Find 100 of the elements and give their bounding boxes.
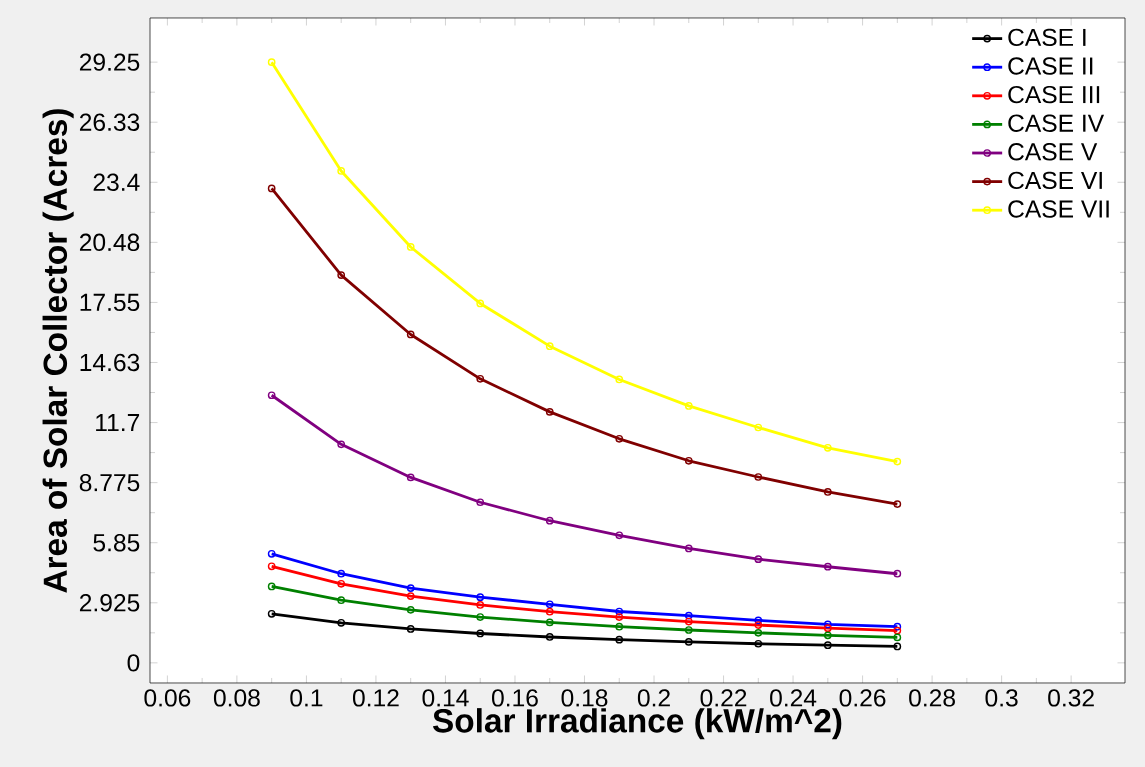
point <box>476 629 485 638</box>
y-tick-label: 8.775 <box>79 473 140 492</box>
point <box>476 593 485 602</box>
y-tick-label: 14.63 <box>80 353 140 372</box>
point <box>267 391 276 400</box>
point <box>476 498 485 507</box>
point <box>893 633 902 642</box>
point <box>545 342 554 351</box>
y-tick-label: 20.48 <box>79 233 140 252</box>
point <box>823 562 832 571</box>
point <box>893 642 902 651</box>
point <box>337 440 346 449</box>
point <box>615 613 624 621</box>
x-tick-label: 0.06 <box>144 689 191 707</box>
point <box>893 569 902 578</box>
y-tick-label: 0 <box>127 654 140 672</box>
legend-label: CASE IV <box>1008 114 1105 132</box>
point <box>615 622 624 631</box>
point <box>684 626 693 634</box>
x-tick-label: 0.08 <box>213 689 260 707</box>
y-tick-label: 17.55 <box>80 293 140 312</box>
point <box>684 456 693 465</box>
x-tick-label: 0.18 <box>561 689 608 707</box>
point <box>615 607 624 616</box>
legend-label: CASE V <box>1008 143 1098 161</box>
point <box>754 616 763 625</box>
point <box>545 408 554 416</box>
point <box>406 584 415 592</box>
point <box>754 473 763 481</box>
point <box>754 629 763 637</box>
point <box>545 618 554 627</box>
y-tick-label: 23.4 <box>93 173 140 191</box>
point <box>406 625 415 633</box>
point <box>684 544 693 553</box>
point <box>545 516 554 525</box>
x-tick-label: 0.12 <box>352 689 399 707</box>
x-tick-label: 0.14 <box>422 689 469 707</box>
point <box>823 443 832 452</box>
point <box>754 555 763 564</box>
x-tick-label: 0.1 <box>290 689 323 707</box>
point <box>267 549 276 558</box>
point <box>267 58 276 67</box>
point <box>893 626 902 635</box>
y-axis-title: Area of Solar Collector (Acres) <box>42 109 74 593</box>
point <box>267 582 276 591</box>
point <box>545 633 554 641</box>
point <box>406 330 415 339</box>
point <box>337 167 346 175</box>
point <box>754 621 763 629</box>
legend-label: CASE VII <box>1008 200 1109 218</box>
point <box>823 631 832 640</box>
point <box>823 488 832 496</box>
legend-label: CASE III <box>1008 85 1100 104</box>
point <box>615 635 624 644</box>
x-tick-label: 0.2 <box>637 689 670 707</box>
point <box>823 624 832 633</box>
point <box>893 500 902 508</box>
point <box>893 457 902 466</box>
point <box>823 641 832 650</box>
point <box>406 606 415 614</box>
y-tick-label: 11.7 <box>96 414 140 432</box>
point <box>684 611 693 620</box>
point <box>754 639 763 648</box>
point <box>337 596 346 605</box>
point <box>754 423 763 432</box>
y-tick-label: 26.33 <box>79 113 140 131</box>
y-tick-label: 29.25 <box>79 53 140 71</box>
point <box>406 243 415 251</box>
point <box>684 402 693 410</box>
x-axis-title: Solar Irradiance (kW/m^2) <box>432 708 842 740</box>
x-tick-label: 0.16 <box>492 689 538 707</box>
point <box>267 562 276 571</box>
point <box>406 473 415 482</box>
point <box>893 622 902 631</box>
point <box>337 579 346 588</box>
y-tick-label: 5.85 <box>93 533 140 552</box>
x-tick-label: 0.32 <box>1048 689 1094 707</box>
legend-label: CASE II <box>1008 57 1093 75</box>
point <box>476 374 485 383</box>
point <box>476 601 485 609</box>
x-tick-label: 0.22 <box>700 689 747 707</box>
point <box>615 434 624 443</box>
point <box>337 569 346 578</box>
point <box>615 375 624 384</box>
point <box>337 271 346 279</box>
point <box>545 607 554 616</box>
point <box>684 617 693 626</box>
point <box>615 531 624 540</box>
x-tick-label: 0.26 <box>839 689 886 707</box>
point <box>267 184 276 193</box>
point <box>267 609 276 618</box>
point <box>476 299 485 308</box>
point <box>476 613 485 621</box>
x-tick-label: 0.28 <box>909 689 955 707</box>
point <box>684 638 693 646</box>
x-tick-label: 0.24 <box>770 689 817 707</box>
point <box>545 600 554 609</box>
legend-label: CASE I <box>1008 28 1086 47</box>
y-tick-label: 2.925 <box>79 594 140 612</box>
x-tick-label: 0.3 <box>985 689 1018 707</box>
